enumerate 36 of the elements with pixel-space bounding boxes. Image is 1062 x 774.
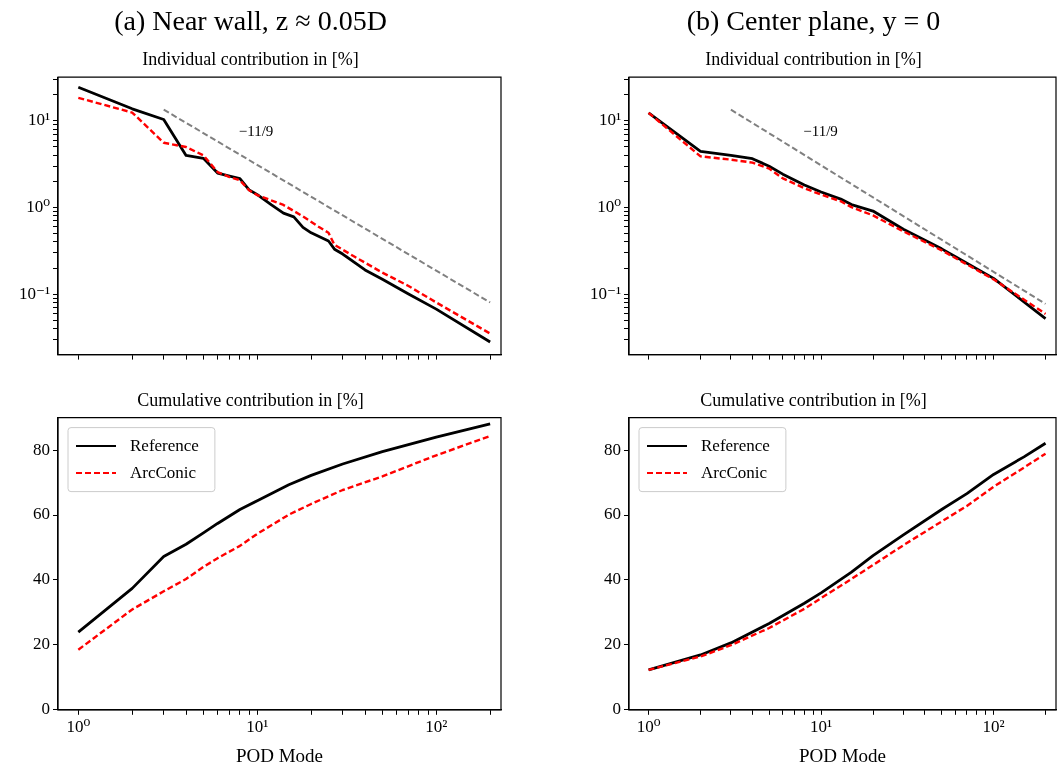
y-tick-label: 60 (33, 504, 50, 524)
y-tick-label: 60 (604, 504, 621, 524)
legend-label: ArcConic (701, 462, 768, 482)
y-tick-label: 10⁰ (26, 196, 51, 216)
chart-subtitle: Cumulative contribution in [%] (700, 389, 927, 410)
chart-title: (b) Center plane, y = 0 (686, 5, 941, 37)
annotation: −11/9 (803, 123, 838, 140)
x-axis-title: POD Mode (798, 744, 887, 766)
y-tick-label: 40 (604, 569, 621, 589)
y-tick-label: 0 (612, 699, 621, 719)
y-tick-label: 0 (41, 699, 50, 719)
y-tick-label: 80 (33, 439, 50, 459)
y-tick-label: 20 (33, 634, 50, 654)
chart-subtitle: Cumulative contribution in [%] (137, 389, 364, 410)
legend-label: Reference (130, 435, 199, 455)
annotation: −11/9 (238, 122, 274, 139)
x-tick-label: 10¹ (246, 717, 269, 737)
x-tick-label: 10² (982, 717, 1005, 737)
y-tick-label: 10⁻¹ (589, 283, 621, 303)
y-tick-label: 10¹ (27, 110, 50, 130)
y-tick-label: 10⁰ (597, 196, 622, 216)
chart-subtitle: Individual contribution in [%] (705, 49, 922, 70)
y-tick-label: 20 (604, 634, 621, 654)
y-tick-label: 10⁻¹ (18, 283, 50, 303)
y-tick-label: 80 (604, 439, 621, 459)
x-tick-label: 10² (425, 717, 448, 737)
chart-subtitle: Individual contribution in [%] (142, 49, 359, 70)
x-tick-label: 10⁰ (66, 717, 91, 737)
x-tick-label: 10¹ (810, 717, 833, 737)
x-axis-title: POD Mode (235, 744, 324, 766)
chart-title: (a) Near wall, z ≈ 0.05D (114, 5, 387, 37)
y-tick-label: 10¹ (598, 110, 621, 130)
legend-label: ArcConic (130, 462, 197, 482)
y-tick-label: 40 (33, 569, 50, 589)
x-tick-label: 10⁰ (636, 717, 661, 737)
legend-label: Reference (701, 435, 770, 455)
